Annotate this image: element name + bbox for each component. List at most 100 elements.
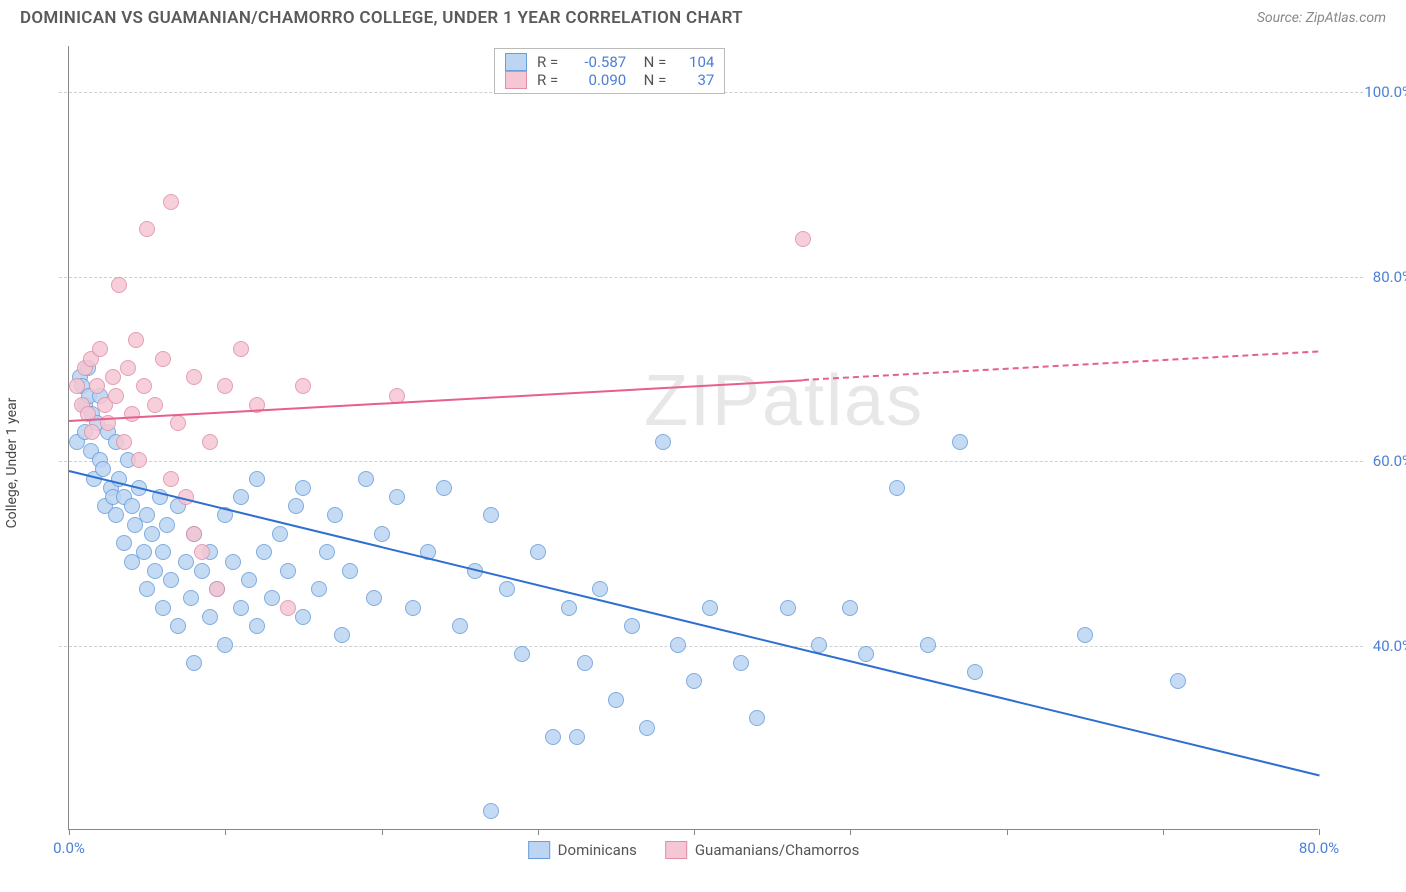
scatter-point bbox=[194, 544, 210, 560]
scatter-point bbox=[334, 627, 350, 643]
scatter-point bbox=[186, 655, 202, 671]
scatter-point bbox=[124, 406, 140, 422]
scatter-point bbox=[749, 710, 765, 726]
scatter-point bbox=[209, 581, 225, 597]
scatter-point bbox=[295, 378, 311, 394]
gridline-h bbox=[59, 277, 1363, 278]
scatter-point bbox=[436, 480, 452, 496]
scatter-point bbox=[655, 434, 671, 450]
legend-label: Guamanians/Chamorros bbox=[695, 841, 859, 859]
y-tick-label: 80.0% bbox=[1353, 268, 1406, 286]
scatter-point bbox=[249, 471, 265, 487]
scatter-point bbox=[272, 526, 288, 542]
x-tick bbox=[1319, 829, 1320, 835]
legend-item: Guamanians/Chamorros bbox=[665, 841, 859, 859]
scatter-point bbox=[569, 729, 585, 745]
scatter-point bbox=[108, 507, 124, 523]
scatter-point bbox=[1170, 673, 1186, 689]
x-tick bbox=[850, 829, 851, 835]
scatter-point bbox=[139, 581, 155, 597]
plot-region: 40.0%60.0%80.0%100.0%0.0%80.0%ZIPatlasR … bbox=[68, 46, 1318, 830]
scatter-point bbox=[170, 618, 186, 634]
source-label: Source: ZipAtlas.com bbox=[1257, 10, 1386, 26]
scatter-point bbox=[530, 544, 546, 560]
scatter-point bbox=[561, 600, 577, 616]
scatter-point bbox=[452, 618, 468, 634]
scatter-point bbox=[577, 655, 593, 671]
x-tick bbox=[538, 829, 539, 835]
scatter-point bbox=[702, 600, 718, 616]
x-tick bbox=[1007, 829, 1008, 835]
legend-item: Dominicans bbox=[528, 841, 637, 859]
scatter-point bbox=[967, 664, 983, 680]
scatter-point bbox=[217, 637, 233, 653]
legend-swatch bbox=[505, 53, 527, 71]
scatter-point bbox=[288, 498, 304, 514]
scatter-point bbox=[358, 471, 374, 487]
scatter-point bbox=[128, 332, 144, 348]
scatter-point bbox=[111, 277, 127, 293]
scatter-point bbox=[327, 507, 343, 523]
corr-r-label: R = bbox=[537, 53, 558, 71]
scatter-point bbox=[147, 563, 163, 579]
scatter-point bbox=[163, 194, 179, 210]
scatter-point bbox=[280, 600, 296, 616]
watermark: ZIPatlas bbox=[644, 360, 924, 442]
trend-line bbox=[69, 379, 803, 422]
scatter-point bbox=[105, 369, 121, 385]
corr-n-value: 104 bbox=[676, 53, 714, 71]
scatter-point bbox=[780, 600, 796, 616]
corr-r-value: 0.090 bbox=[568, 71, 626, 89]
scatter-point bbox=[389, 489, 405, 505]
scatter-point bbox=[514, 646, 530, 662]
scatter-point bbox=[624, 618, 640, 634]
x-tick-label: 80.0% bbox=[1299, 839, 1339, 857]
scatter-point bbox=[249, 618, 265, 634]
scatter-point bbox=[319, 544, 335, 560]
scatter-point bbox=[178, 554, 194, 570]
scatter-point bbox=[144, 526, 160, 542]
scatter-point bbox=[124, 498, 140, 514]
legend-swatch bbox=[665, 841, 687, 859]
scatter-point bbox=[889, 480, 905, 496]
scatter-point bbox=[139, 507, 155, 523]
scatter-point bbox=[163, 572, 179, 588]
scatter-point bbox=[155, 544, 171, 560]
scatter-point bbox=[147, 397, 163, 413]
scatter-point bbox=[233, 489, 249, 505]
gridline-h bbox=[59, 461, 1363, 462]
scatter-point bbox=[139, 221, 155, 237]
scatter-point bbox=[89, 378, 105, 394]
y-tick-label: 100.0% bbox=[1353, 83, 1406, 101]
corr-n-label: N = bbox=[636, 71, 666, 89]
x-tick bbox=[69, 829, 70, 835]
scatter-point bbox=[264, 590, 280, 606]
legend-label: Dominicans bbox=[558, 841, 637, 859]
corr-n-label: N = bbox=[636, 53, 666, 71]
x-tick bbox=[694, 829, 695, 835]
scatter-point bbox=[92, 341, 108, 357]
legend-swatch bbox=[505, 71, 527, 89]
scatter-point bbox=[686, 673, 702, 689]
scatter-point bbox=[811, 637, 827, 653]
scatter-point bbox=[202, 609, 218, 625]
scatter-point bbox=[374, 526, 390, 542]
corr-n-value: 37 bbox=[676, 71, 714, 89]
scatter-point bbox=[295, 480, 311, 496]
y-tick-label: 60.0% bbox=[1353, 452, 1406, 470]
scatter-point bbox=[136, 378, 152, 394]
chart-title: DOMINICAN VS GUAMANIAN/CHAMORRO COLLEGE,… bbox=[20, 8, 743, 28]
scatter-point bbox=[194, 563, 210, 579]
x-tick bbox=[225, 829, 226, 835]
scatter-point bbox=[858, 646, 874, 662]
scatter-point bbox=[256, 544, 272, 560]
y-tick-label: 40.0% bbox=[1353, 637, 1406, 655]
scatter-point bbox=[233, 341, 249, 357]
scatter-point bbox=[202, 434, 218, 450]
scatter-point bbox=[136, 544, 152, 560]
legend-bottom: Dominicans Guamanians/Chamorros bbox=[528, 841, 860, 859]
scatter-point bbox=[116, 535, 132, 551]
scatter-point bbox=[483, 507, 499, 523]
correlation-row: R =-0.587 N =104 bbox=[505, 53, 714, 71]
corr-r-label: R = bbox=[537, 71, 558, 89]
